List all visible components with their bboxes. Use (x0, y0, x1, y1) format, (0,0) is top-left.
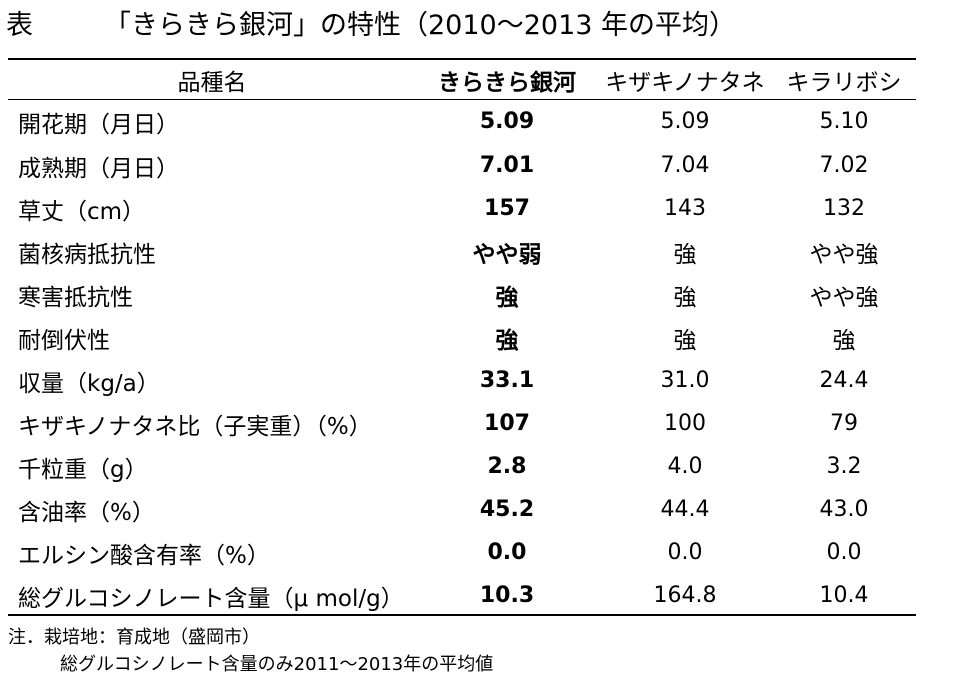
variety-characteristics-table: 品種名 きらきら銀河 キザキノナタネ キラリボシ 開花期（月日） 5.09 5.… (8, 60, 916, 617)
table-row: キザキノナタネ比（子実重）（%） 107 100 79 (8, 402, 916, 445)
cell-kiraribosi: 0.0 (826, 540, 862, 565)
row-label: 成熟期（月日） (18, 155, 179, 182)
cell-kizakinonatane: 164.8 (653, 583, 717, 608)
cell-kiraribosi: 3.2 (826, 454, 862, 479)
cell-kizakinonatane: 強 (673, 241, 697, 268)
row-label: 草丈（cm） (18, 198, 146, 225)
note-glucosinolate-period: 総グルコシノレート含量のみ2011～2013年の平均値 (60, 654, 494, 675)
row-label: 含油率（%） (18, 499, 155, 526)
cell-kirakira-ginga: 107 (484, 411, 530, 436)
cell-kirakira-ginga: 10.3 (479, 583, 535, 608)
bottom-rule (8, 614, 916, 616)
table-row: 千粒重（g） 2.8 4.0 3.2 (8, 445, 916, 488)
cell-kirakira-ginga: やや弱 (472, 241, 542, 268)
cell-kirakira-ginga: 2.8 (487, 454, 527, 479)
cell-kizakinonatane: 7.04 (660, 153, 710, 178)
cell-kizakinonatane: 143 (664, 196, 706, 221)
table-row: 草丈（cm） 157 143 132 (8, 187, 916, 230)
table-row: 開花期（月日） 5.09 5.09 5.10 (8, 99, 916, 144)
cell-kirakira-ginga: 強 (495, 284, 519, 311)
header-kiraribosi: キラリボシ (786, 69, 902, 96)
table-title: 表 「きらきら銀河」の特性（2010～2013 年の平均） (6, 6, 946, 46)
cell-kiraribosi: 7.02 (819, 153, 869, 178)
cell-kirakira-ginga: 157 (484, 196, 530, 221)
cell-kizakinonatane: 100 (664, 411, 706, 436)
cell-kirakira-ginga: 7.01 (479, 153, 535, 178)
row-label: 千粒重（g） (18, 456, 148, 483)
table-row: 寒害抵抗性 強 強 やや強 (8, 273, 916, 316)
cell-kizakinonatane: 0.0 (667, 540, 703, 565)
row-label: 開花期（月日） (18, 111, 179, 138)
cell-kiraribosi: 24.4 (819, 368, 869, 393)
row-label: 耐倒伏性 (18, 327, 110, 354)
cell-kizakinonatane: 44.4 (660, 497, 710, 522)
header-kizakinonatane: キザキノナタネ (605, 69, 765, 96)
cell-kirakira-ginga: 33.1 (479, 368, 535, 393)
table-caption: 「きらきら銀河」の特性（2010～2013 年の平均） (104, 10, 737, 41)
header-variety-name: 品種名 (177, 69, 247, 96)
cell-kirakira-ginga: 45.2 (479, 497, 535, 522)
header-kirakira-ginga: きらきら銀河 (438, 69, 576, 96)
cell-kiraribosi: 10.4 (819, 583, 869, 608)
row-label: 総グルコシノレート含量（μ mol/g） (18, 585, 404, 612)
header-rule (8, 99, 916, 100)
cell-kirakira-ginga: 強 (495, 327, 519, 354)
cell-kizakinonatane: 4.0 (667, 454, 703, 479)
row-label: 収量（kg/a） (18, 370, 160, 397)
top-rule (8, 58, 916, 60)
note-cultivation-site: 注．栽培地：育成地（盛岡市） (8, 627, 260, 648)
row-label: キザキノナタネ比（子実重）（%） (18, 413, 372, 440)
cell-kizakinonatane: 31.0 (660, 368, 710, 393)
table-label: 表 (6, 10, 33, 41)
table-row: 収量（kg/a） 33.1 31.0 24.4 (8, 359, 916, 402)
cell-kiraribosi: やや強 (809, 284, 879, 311)
row-label: エルシン酸含有率（%） (18, 542, 270, 569)
cell-kiraribosi: 43.0 (819, 497, 869, 522)
cell-kirakira-ginga: 5.09 (479, 109, 535, 134)
cell-kiraribosi: 5.10 (819, 109, 869, 134)
cell-kiraribosi: 79 (830, 411, 858, 436)
table-notes: 注．栽培地：育成地（盛岡市） 総グルコシノレート含量のみ2011～2013年の平… (8, 624, 493, 678)
cell-kiraribosi: 強 (832, 327, 856, 354)
table-row: 耐倒伏性 強 強 強 (8, 316, 916, 359)
cell-kizakinonatane: 強 (673, 284, 697, 311)
cell-kiraribosi: やや強 (809, 241, 879, 268)
cell-kizakinonatane: 強 (673, 327, 697, 354)
cell-kirakira-ginga: 0.0 (487, 540, 527, 565)
cell-kiraribosi: 132 (823, 196, 865, 221)
table-row: エルシン酸含有率（%） 0.0 0.0 0.0 (8, 531, 916, 574)
table-row: 成熟期（月日） 7.01 7.04 7.02 (8, 144, 916, 187)
row-label: 寒害抵抗性 (18, 284, 133, 311)
header-row: 品種名 きらきら銀河 キザキノナタネ キラリボシ (8, 60, 916, 99)
table-row: 含油率（%） 45.2 44.4 43.0 (8, 488, 916, 531)
table-row: 菌核病抵抗性 やや弱 強 やや強 (8, 230, 916, 273)
table-row: 総グルコシノレート含量（μ mol/g） 10.3 164.8 10.4 (8, 574, 916, 617)
row-label: 菌核病抵抗性 (18, 241, 156, 268)
cell-kizakinonatane: 5.09 (660, 109, 710, 134)
